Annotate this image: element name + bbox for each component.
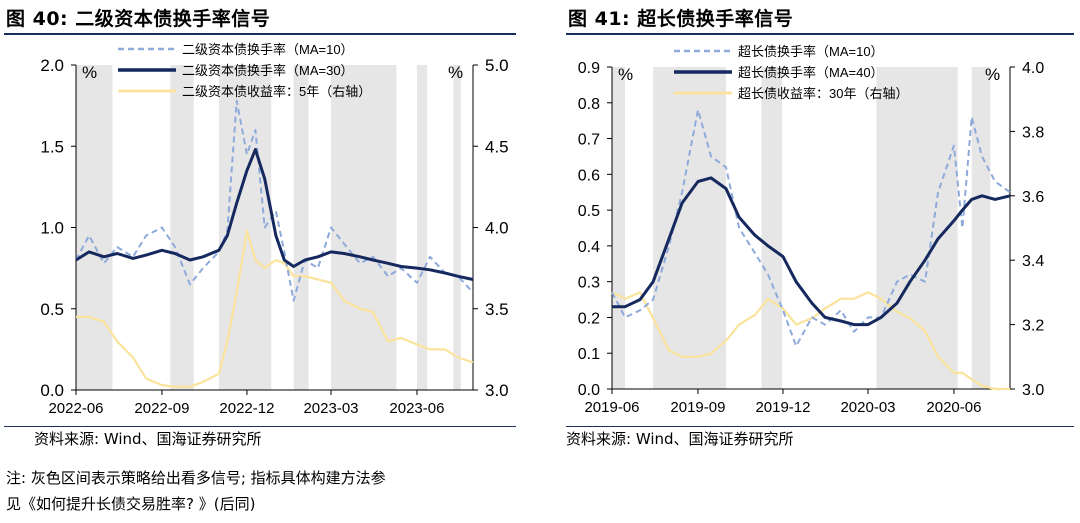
left-tick-label: 0.3: [578, 275, 600, 292]
shaded-signal-range: [416, 65, 428, 390]
x-tick-label: 2022-09: [134, 400, 189, 417]
x-tick-label: 2020-03: [840, 399, 895, 416]
left-tick-label: 1.5: [40, 137, 64, 156]
series-line-ma-long: [612, 176, 1011, 327]
shaded-signal-range: [293, 65, 309, 390]
right-unit-label: %: [448, 63, 463, 82]
right-tick-label: 3.0: [485, 381, 509, 400]
legend-label: 超长债换手率（MA=10）: [738, 44, 884, 59]
left-tick-label: 0.8: [578, 96, 600, 113]
x-tick-label: 2019-12: [755, 399, 810, 416]
left-tick-label: 0.2: [578, 310, 600, 327]
x-tick-label: 2022-06: [48, 400, 103, 417]
left-figure-title: 图 40: 二级资本债换手率信号: [6, 8, 271, 30]
shaded-signal-range: [331, 65, 397, 390]
left-note-line2: 见《如何提升长债交易胜率? 》(后同): [6, 495, 256, 513]
shaded-signal-range: [653, 67, 726, 389]
left-note-line1: 注: 灰色区间表示策略给出看多信号; 指标具体构建方法参: [6, 469, 386, 487]
right-tick-label: 4.0: [485, 219, 509, 238]
left-source-rule: [4, 426, 516, 427]
right-tick-label: 4.5: [485, 137, 509, 156]
left-tick-label: 0.0: [40, 381, 64, 400]
shaded-signal-range: [76, 65, 113, 390]
x-tick-label: 2023-03: [303, 400, 358, 417]
series-line-ma-short: [75, 99, 474, 302]
right-chart: 0.0 0.1 0.2 0.3 0.4 0.5 0.6 0.7 0.8 0.9 3.0 3.2 3.4 3…: [578, 44, 1045, 416]
shaded-signal-range: [453, 65, 461, 390]
left-source: 资料来源: Wind、国海证券研究所: [34, 430, 262, 448]
series-line-yield: [76, 229, 474, 388]
shaded-signal-range: [170, 65, 194, 390]
left-tick-label: 0.5: [40, 300, 64, 319]
left-tick-label: 0.0: [578, 382, 600, 399]
x-tick-label: 2023-06: [389, 400, 444, 417]
right-tick-label: 3.4: [1022, 253, 1044, 270]
left-title-rule: [4, 33, 516, 35]
right-unit-label: %: [985, 65, 1000, 84]
right-figure-title: 图 41: 超长债换手率信号: [568, 8, 794, 30]
legend-label: 二级资本债换手率（MA=10）: [182, 42, 354, 57]
left-tick-label: 0.1: [578, 346, 600, 363]
series-line-ma-long: [75, 148, 474, 281]
right-tick-label: 3.8: [1022, 124, 1044, 141]
left-tick-label: 0.7: [578, 132, 600, 149]
left-chart: 0.0 0.5 1.0 1.5 2.0 3.0 3.5 4.0 4.5 5.0 2022-06 202…: [40, 42, 509, 417]
shaded-signal-range: [876, 67, 958, 389]
shaded-signal-range: [971, 67, 991, 389]
series-line-yield: [611, 291, 1010, 391]
legend-label: 二级资本债收益率：5年（右轴）: [182, 84, 371, 99]
legend-label: 超长债换手率（MA=40）: [738, 65, 884, 80]
x-tick-label: 2019-06: [584, 399, 639, 416]
right-title-rule: [566, 33, 1074, 35]
left-tick-label: 1.0: [40, 219, 64, 238]
left-tick-label: 0.6: [578, 167, 600, 184]
right-tick-label: 5.0: [485, 56, 509, 75]
right-tick-label: 3.0: [1022, 382, 1044, 399]
x-tick-label: 2019-09: [670, 399, 725, 416]
series-line-ma-short: [611, 108, 1011, 348]
right-source-rule: [566, 426, 1074, 427]
shaded-signal-range: [761, 67, 783, 389]
left-unit-label: %: [82, 63, 97, 82]
left-tick-label: 0.5: [578, 203, 600, 220]
left-unit-label: %: [618, 65, 633, 84]
legend-label: 超长债收益率：30年（右轴）: [738, 86, 908, 101]
left-tick-label: 0.9: [578, 60, 600, 77]
right-tick-label: 3.2: [1022, 318, 1044, 335]
right-tick-label: 3.6: [1022, 189, 1044, 206]
right-source: 资料来源: Wind、国海证券研究所: [566, 430, 794, 448]
left-tick-label: 0.4: [578, 239, 600, 256]
shaded-signal-range: [612, 67, 626, 389]
x-tick-label: 2020-06: [926, 399, 981, 416]
right-tick-label: 4.0: [1022, 60, 1044, 77]
x-tick-label: 2022-12: [219, 400, 274, 417]
legend-label: 二级资本债换手率（MA=30）: [182, 63, 354, 78]
right-tick-label: 3.5: [485, 300, 509, 319]
left-tick-label: 2.0: [40, 56, 64, 75]
